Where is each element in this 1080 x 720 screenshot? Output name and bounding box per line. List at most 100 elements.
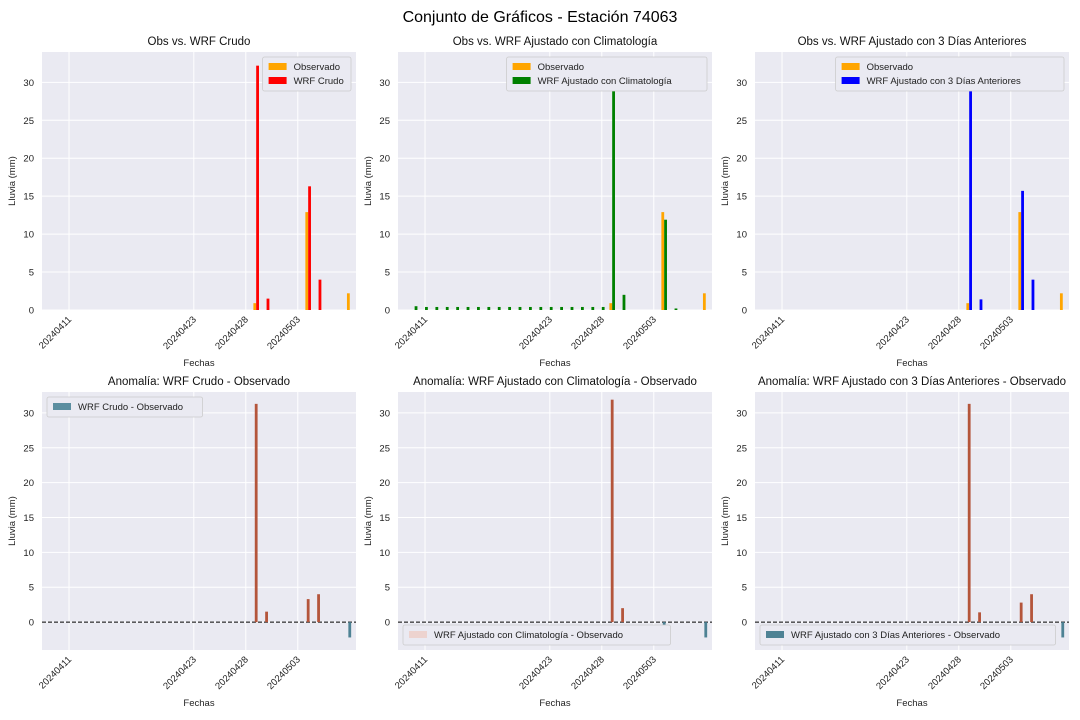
y-tick-label: 10 [23,548,34,559]
legend: Observado WRF Ajustado con 3 Días Anterio… [835,56,1065,92]
plot-area [755,392,1069,650]
x-tick-label: 20240411 [393,314,430,351]
legend-box [402,624,672,646]
bar-wrf-ajustado-con-climatolog-a [622,294,626,310]
y-axis-label: Lluvia (mm) [720,496,731,546]
legend: WRF Crudo - Observado [46,396,204,418]
bar-wrf-ajustado-con-climatolog-a [425,306,428,310]
bar-wrf-ajustado-con-3-d-as-anteriores [969,73,972,310]
y-axis-label: Lluvia (mm) [363,496,374,546]
legend: WRF Ajustado con 3 Días Anteriores - Obs… [759,624,1057,646]
y-tick-label: 5 [385,583,390,594]
legend-swatch [512,63,531,70]
chart-panel-2: 0 5 10 15 20 25 30 20240411 20240423 20240428 2024… [363,36,712,369]
x-axis-label: Fechas [896,358,927,369]
bar-wrf-ajustado-con-climatolog-a [674,308,678,310]
bar-wrf-ajustado-con-climatolog-a [601,306,605,310]
x-tick-label: 20240411 [393,654,430,691]
legend-box [506,56,708,92]
x-tick-label: 20240411 [37,314,74,351]
legend-label: Observado [538,62,584,73]
bar-wrf-ajustado-con-climatolog-a [477,306,480,310]
y-tick-label: 5 [742,583,747,594]
legend: Observado WRF Ajustado con Climatología [506,56,708,92]
bar-wrf-crudo-observado [265,611,268,623]
bar-wrf-crudo [318,279,322,310]
chart-title: Obs vs. WRF Ajustado con Climatología [453,36,658,48]
legend-swatch [53,403,71,410]
bar-wrf-ajustado-con-climatolog-a [529,306,532,310]
x-tick-label: 20240423 [517,314,555,352]
x-tick-label: 20240423 [161,654,199,692]
x-axis-label: Fechas [539,358,570,369]
chart-title: Anomalía: WRF Ajustado con 3 Días Anteri… [758,376,1066,388]
chart-title: Obs vs. WRF Crudo [148,36,251,48]
y-tick-label: 5 [29,583,34,594]
x-axis-label: Fechas [183,698,214,709]
bar-wrf-crudo-observado [306,599,310,623]
x-tick-label: 20240503 [978,654,1016,692]
y-tick-label: 15 [736,513,747,524]
x-axis-label: Fechas [896,698,927,709]
y-tick-label: 15 [23,513,34,524]
x-tick-label: 20240503 [265,314,303,352]
x-axis-label: Fechas [539,698,570,709]
bar-wrf-ajustado-con-climatolog-a [664,219,667,310]
bar-wrf-ajustado-con-climatolog-a [591,306,595,310]
bar-wrf-ajustado-con-climatolog-a [580,306,584,310]
legend-label: WRF Crudo - Observado [78,402,183,413]
bar-observado [253,303,257,310]
bar-wrf-crudo [256,65,259,311]
y-tick-label: 20 [736,154,747,165]
bar-wrf-ajustado-con-3-d-as-anteriores [979,299,983,310]
y-tick-label: 10 [379,230,390,241]
x-tick-label: 20240428 [569,314,607,352]
plot-area [398,52,712,310]
y-axis-label: Lluvia (mm) [7,496,18,546]
bar-observado [966,303,970,310]
bar-wrf-ajustado-con-climatolog-a [456,306,460,310]
bar-wrf-ajustado-con-climatolog-a [508,306,512,310]
bar-wrf-ajustado-con-3-d-as-anteriores [1021,190,1024,310]
bar-wrf-ajustado-con-climatolog-a [445,306,449,310]
plot-area [42,52,356,310]
bar-wrf-ajustado-con-climatolog-a-observado [704,622,708,638]
y-tick-label: 30 [23,78,34,89]
x-tick-label: 20240428 [926,654,964,692]
x-tick-label: 20240428 [213,314,251,352]
legend-box [46,396,204,418]
y-tick-label: 20 [23,478,34,489]
legend-swatch [268,77,287,84]
bar-wrf-ajustado-con-climatolog-a [612,61,615,310]
plot-area [42,392,356,650]
bar-wrf-ajustado-con-climatolog-a [435,306,439,310]
y-tick-label: 5 [385,268,390,279]
bar-wrf-ajustado-con-3-d-as-anteriores-observado [1061,622,1065,638]
y-tick-label: 10 [736,230,747,241]
y-tick-label: 0 [385,306,390,317]
bar-wrf-crudo-observado [254,403,258,623]
x-tick-label: 20240423 [874,314,912,352]
chart-title: Anomalía: WRF Crudo - Observado [108,376,290,388]
figure-title: Conjunto de Gráficos - Estación 74063 [402,9,678,26]
y-tick-label: 25 [379,443,390,454]
bar-observado [305,212,309,310]
y-axis-label: Lluvia (mm) [7,156,18,206]
y-tick-label: 25 [736,443,747,454]
bar-wrf-crudo [266,298,270,310]
legend-label: WRF Ajustado con Climatología - Observad… [434,630,623,641]
chart-panel-1: 0 5 10 15 20 25 30 20240411 20240423 20240428 2024… [7,36,356,369]
y-tick-label: 0 [742,618,747,629]
bar-wrf-ajustado-con-climatolog-a [414,306,418,310]
y-tick-label: 30 [379,408,390,419]
bar-wrf-ajustado-con-3-d-as-anteriores-observado [1019,602,1023,623]
bar-wrf-ajustado-con-climatolog-a-observado [621,608,624,623]
x-tick-label: 20240503 [621,314,659,352]
y-tick-label: 5 [29,268,34,279]
bar-wrf-ajustado-con-climatolog-a [497,306,501,310]
legend-label: WRF Ajustado con Climatología [538,76,673,87]
bar-wrf-crudo [308,186,311,310]
x-axis-label: Fechas [183,358,214,369]
y-tick-label: 15 [379,513,390,524]
bar-wrf-ajustado-con-climatolog-a [570,306,574,310]
